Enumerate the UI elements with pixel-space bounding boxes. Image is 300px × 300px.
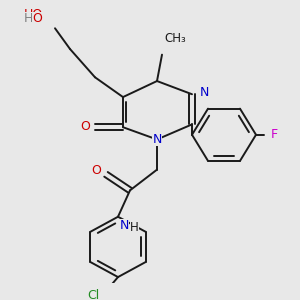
Text: N: N [152, 133, 162, 146]
Text: Cl: Cl [88, 290, 100, 300]
Text: CH₃: CH₃ [164, 32, 186, 45]
Text: N: N [120, 219, 129, 232]
Text: O: O [32, 12, 42, 25]
Text: N: N [200, 86, 209, 99]
Text: H: H [24, 12, 33, 25]
Text: O: O [91, 164, 101, 177]
Text: HO: HO [24, 8, 43, 21]
Text: H: H [130, 220, 139, 233]
Text: O: O [80, 120, 90, 133]
Text: F: F [270, 128, 278, 141]
